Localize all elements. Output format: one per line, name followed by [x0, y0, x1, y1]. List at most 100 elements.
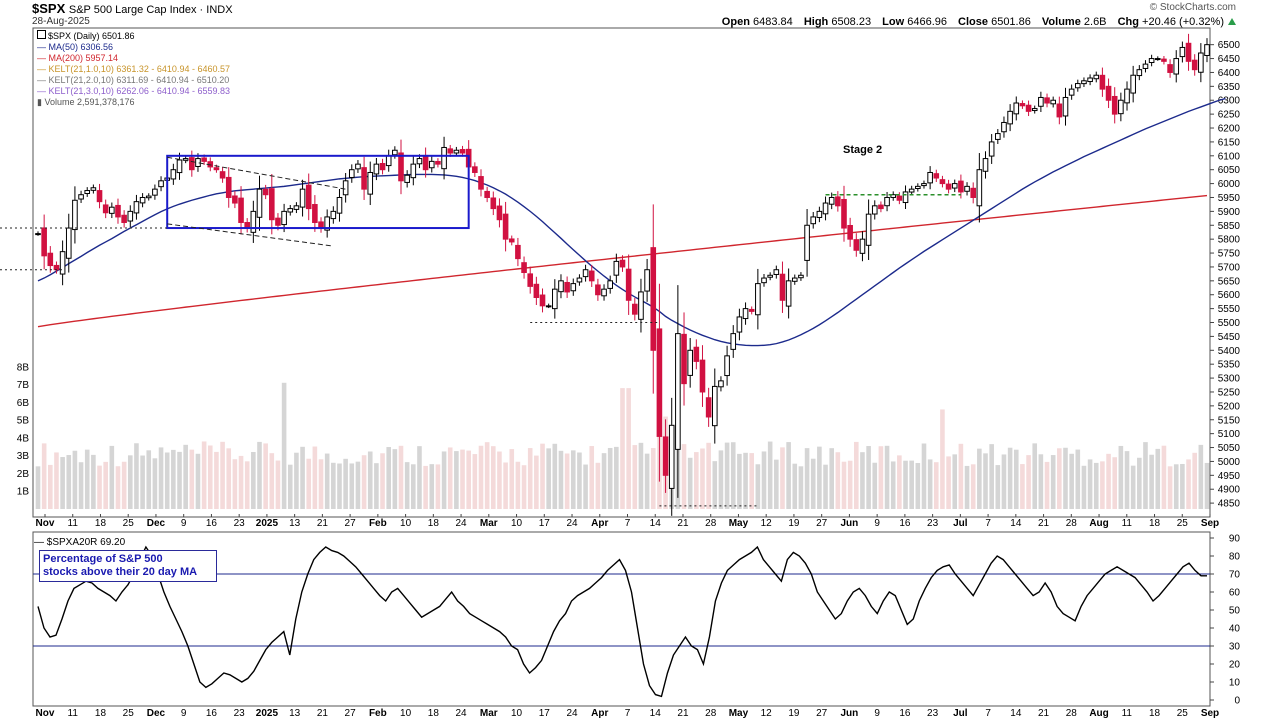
volume-bar: [694, 452, 699, 509]
volume-bar: [564, 453, 570, 509]
volume-bar: [743, 452, 748, 509]
price-ytick-label: 5450: [1218, 332, 1241, 343]
xtick-label: Apr: [591, 518, 608, 529]
candle-body: [1001, 121, 1007, 133]
candle-body: [502, 213, 509, 240]
candle-body: [1007, 110, 1013, 125]
candle-body: [428, 160, 435, 169]
breadth-xtick-label: 14: [1010, 708, 1022, 719]
volume-bar: [134, 443, 139, 509]
volume-bar: [792, 463, 798, 509]
volume-bar: [1081, 465, 1087, 509]
xtick-label: 16: [206, 518, 218, 529]
volume-bar: [638, 442, 644, 509]
volume-bar: [257, 441, 262, 509]
candle-body: [625, 268, 632, 301]
candle-body: [367, 171, 374, 195]
candle-body: [1130, 74, 1136, 94]
volume-bar: [872, 462, 878, 509]
volume-bar: [681, 444, 687, 509]
candle-body: [810, 216, 817, 225]
stage-2-annotation: Stage 2: [843, 144, 883, 156]
volume-bar: [1112, 457, 1118, 509]
volume-bar: [1087, 459, 1093, 509]
candle-body: [785, 280, 792, 307]
volume-bar: [1130, 465, 1136, 509]
volume-bar: [1020, 464, 1025, 509]
xtick-label: Aug: [1089, 518, 1108, 529]
volume-bar: [331, 462, 336, 509]
volume-bar: [927, 459, 933, 509]
breadth-xtick-label: 7: [985, 708, 991, 719]
candle-body: [1050, 99, 1056, 105]
volume-bar: [946, 456, 951, 509]
volume-bar: [650, 448, 656, 509]
ma50-line: [37, 97, 1226, 347]
breadth-annotation-box: Percentage of S&P 500 stocks above their…: [39, 550, 217, 582]
candle-body: [441, 146, 447, 170]
volume-ytick-label: 5B: [17, 416, 30, 427]
volume-bar: [146, 450, 152, 509]
breadth-xtick-label: 28: [705, 708, 717, 719]
volume-bar: [841, 461, 847, 509]
volume-bar: [312, 446, 318, 509]
candle-body: [404, 174, 410, 183]
candle-body: [1136, 69, 1143, 77]
volume-bar: [318, 459, 324, 509]
price-ytick-label: 5400: [1218, 346, 1241, 357]
volume-bar: [380, 453, 385, 509]
up-arrow-icon: [1228, 18, 1236, 25]
candle-body: [1154, 58, 1161, 61]
volume-bar: [1173, 464, 1179, 509]
volume-bar: [226, 448, 232, 509]
xtick-label: 7: [625, 518, 631, 529]
volume-bar: [1155, 448, 1161, 509]
candle-body: [601, 288, 607, 297]
volume-bar: [1149, 454, 1154, 509]
volume-bar: [497, 451, 502, 509]
volume-bar: [774, 459, 779, 509]
volume-bar: [460, 449, 465, 509]
volume-bar: [1075, 449, 1081, 509]
legend-ma200: — MA(200) 5957.14: [37, 53, 230, 64]
candle-body: [908, 188, 915, 193]
volume-bar: [48, 464, 53, 509]
candle-body: [945, 183, 952, 190]
breadth-xtick-label: 13: [289, 708, 301, 719]
candle-body: [1142, 63, 1149, 69]
volume-bar: [1063, 447, 1068, 509]
volume-bar: [1069, 453, 1074, 509]
volume-bar: [534, 455, 539, 509]
candle-body: [1191, 59, 1198, 71]
volume-bar: [737, 453, 742, 509]
volume-bar: [115, 466, 121, 509]
breadth-xtick-label: 24: [566, 708, 578, 719]
breadth-xtick-label: 12: [761, 708, 773, 719]
price-ytick-label: 5350: [1218, 360, 1241, 371]
legend-kelt2-text: KELT(21,2.0,10) 6311.69 - 6410.94 - 6510…: [48, 75, 230, 85]
volume-bar: [91, 454, 96, 509]
breadth-xtick-label: 27: [345, 708, 357, 719]
candle-body: [299, 188, 306, 208]
symbol-ticker: $SPX: [32, 1, 66, 16]
xtick-label: 10: [400, 518, 412, 529]
candle-body: [958, 180, 964, 193]
candle-body: [742, 308, 749, 320]
candle-body: [422, 154, 429, 171]
volume-bar: [749, 453, 755, 509]
volume-bar: [374, 463, 379, 509]
candle-body: [988, 141, 995, 157]
xtick-label: 7: [985, 518, 991, 529]
breadth-xtick-label: 21: [1038, 708, 1050, 719]
candle-body: [687, 349, 693, 376]
candle-body: [705, 397, 712, 418]
breadth-ytick-label: 60: [1229, 588, 1241, 599]
volume-bar: [884, 445, 890, 509]
candle-body: [761, 277, 767, 284]
volume-ytick-label: 2B: [17, 469, 30, 480]
price-ytick-label: 6350: [1218, 82, 1241, 93]
breadth-xtick-label: 14: [650, 708, 662, 719]
candle-body: [878, 204, 884, 210]
candle-body: [576, 277, 583, 283]
volume-bar: [343, 458, 348, 509]
